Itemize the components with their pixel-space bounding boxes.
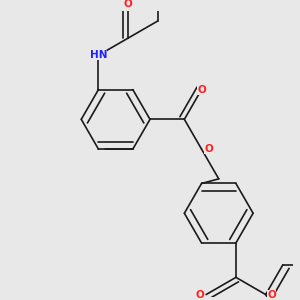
Text: O: O [196,290,205,299]
Text: O: O [124,0,133,9]
Text: O: O [197,85,206,94]
Text: O: O [204,144,213,154]
Text: O: O [267,290,276,299]
Text: HN: HN [90,50,107,60]
